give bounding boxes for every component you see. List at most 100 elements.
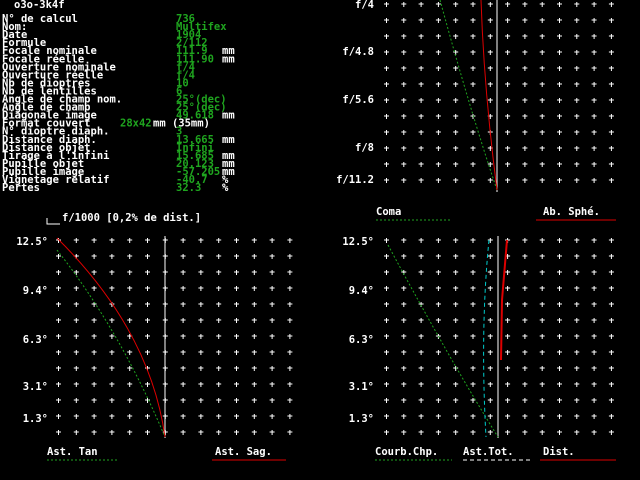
grid-cross: [539, 302, 545, 307]
grid-cross: [591, 398, 597, 403]
grid-cross: [557, 98, 562, 103]
grid-cross: [56, 398, 61, 403]
grid-cross: [127, 366, 133, 371]
grid-cross: [557, 238, 562, 243]
grid-cross: [91, 366, 97, 371]
grid-cross: [418, 318, 424, 323]
legend-label: Ab. Sphé.: [543, 206, 600, 218]
param-value: 1904: [176, 29, 201, 41]
grid-cross: [487, 2, 493, 7]
spherical-curve: [480, 0, 498, 191]
grid-cross: [608, 238, 614, 243]
grid-cross: [557, 2, 562, 7]
grid-cross: [180, 238, 186, 243]
grid-cross: [91, 382, 97, 387]
grid-cross: [198, 286, 204, 291]
param-unit: mm (35mm): [153, 118, 210, 130]
grid-cross: [539, 238, 545, 243]
grid-cross: [539, 334, 545, 339]
grid-cross: [180, 334, 186, 339]
grid-cross: [557, 414, 562, 419]
grid-cross: [384, 98, 389, 103]
grid-cross: [608, 270, 614, 275]
grid-cross: [234, 286, 239, 291]
grid-cross: [127, 238, 133, 243]
grid-cross: [145, 270, 150, 275]
grid-cross: [487, 270, 493, 275]
grid-cross: [234, 414, 239, 419]
param-value: -40.7: [176, 174, 208, 186]
grid-cross: [608, 382, 614, 387]
y-label: 12.5°: [16, 236, 48, 248]
grid-cross: [608, 366, 614, 371]
param-label: Focale réelle: [2, 53, 84, 65]
param-label: Ouverture réelle: [2, 69, 103, 81]
grid-cross: [557, 114, 562, 119]
grid-cross: [418, 50, 424, 55]
grid-cross: [145, 414, 150, 419]
dist-curve: [500, 239, 508, 361]
grid-cross: [216, 318, 222, 323]
grid-cross: [522, 366, 528, 371]
grid-cross: [435, 366, 441, 371]
grid-cross: [608, 98, 614, 103]
y-label: 1.3°: [349, 413, 374, 425]
grid-cross: [608, 50, 614, 55]
grid-cross: [418, 162, 424, 167]
grid-cross: [608, 130, 614, 135]
ast-tot-curve: [483, 239, 490, 438]
grid-cross: [401, 98, 407, 103]
grid-cross: [505, 270, 511, 275]
grid-cross: [470, 66, 476, 71]
grid-cross: [401, 178, 407, 183]
grid-cross: [251, 302, 257, 307]
grid-cross: [198, 382, 204, 387]
grid-cross: [384, 114, 389, 119]
grid-cross: [251, 238, 257, 243]
grid-cross: [198, 254, 204, 259]
grid-cross: [539, 382, 545, 387]
grid-cross: [145, 318, 150, 323]
grid-cross: [487, 302, 493, 307]
grid-cross: [453, 398, 459, 403]
grid-cross: [505, 130, 511, 135]
grid-cross: [127, 254, 133, 259]
grid-cross: [384, 66, 389, 71]
param-value: 3: [176, 126, 182, 138]
grid-cross: [269, 286, 275, 291]
grid-cross: [401, 2, 407, 7]
grid-cross: [608, 178, 614, 183]
grid-cross: [591, 50, 597, 55]
param-unit: %: [222, 182, 229, 194]
grid-cross: [470, 34, 476, 39]
grid-cross: [384, 366, 389, 371]
grid-cross: [384, 398, 389, 403]
grid-cross: [180, 270, 186, 275]
grid-cross: [145, 302, 150, 307]
grid-cross: [505, 366, 511, 371]
grid-cross: [505, 66, 511, 71]
grid-cross: [470, 146, 476, 151]
grid-cross: [216, 366, 222, 371]
param-label: Pupille objet: [2, 158, 84, 170]
param-value: 6: [176, 85, 182, 97]
grid-cross: [56, 430, 61, 435]
grid-cross: [522, 238, 528, 243]
grid-cross: [574, 318, 580, 323]
grid-cross: [470, 286, 476, 291]
grid-cross: [91, 398, 97, 403]
grid-cross: [216, 286, 222, 291]
grid-cross: [401, 130, 407, 135]
grid-cross: [487, 162, 493, 167]
grid-cross: [453, 114, 459, 119]
grid-cross: [234, 398, 239, 403]
grid-cross: [557, 254, 562, 259]
grid-cross: [109, 414, 115, 419]
grid-cross: [522, 254, 528, 259]
grid-cross: [145, 398, 150, 403]
grid-cross: [591, 178, 597, 183]
grid-cross: [198, 430, 204, 435]
grid-cross: [418, 114, 424, 119]
grid-cross: [73, 270, 79, 275]
grid-cross: [418, 382, 424, 387]
